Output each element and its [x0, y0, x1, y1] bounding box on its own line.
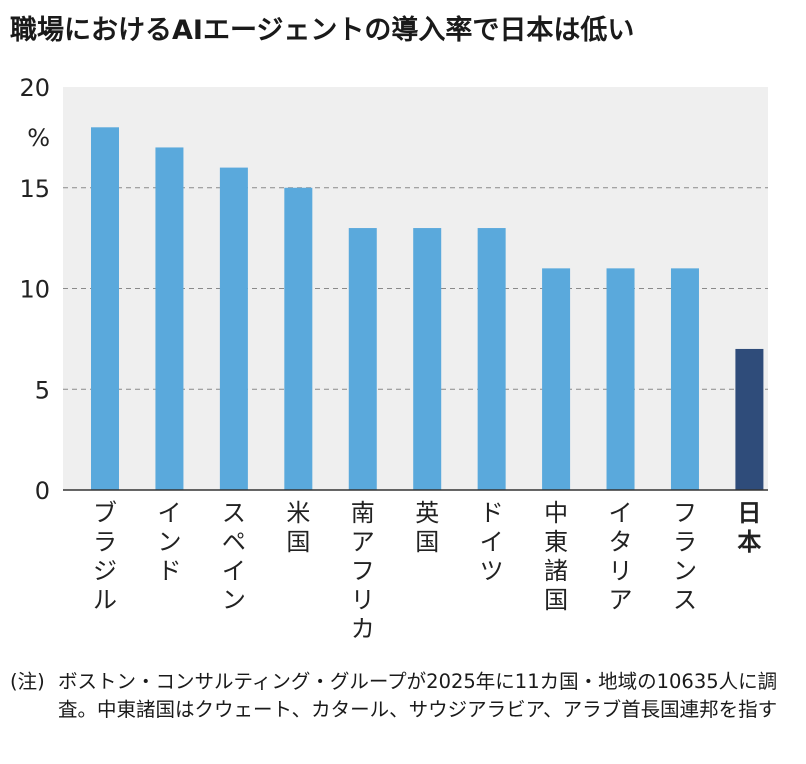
- y-tick-label: 5: [35, 376, 50, 404]
- bar-7: [542, 268, 571, 490]
- bar-2: [219, 167, 248, 490]
- x-tick-label: 日本: [737, 499, 761, 556]
- bar-4: [348, 228, 377, 491]
- x-tick-label: ドイツ: [480, 499, 504, 585]
- x-tick-label: ブラジル: [93, 499, 117, 614]
- y-tick-label: 20: [19, 74, 50, 102]
- y-tick-label: 0: [35, 477, 50, 505]
- footnote: (注) ボストン・コンサルティング・グループが2025年に11カ国・地域の106…: [10, 668, 800, 724]
- chart-title: 職場におけるAIエージェントの導入率で日本は低い: [10, 15, 635, 46]
- x-tick-label: イタリア: [609, 499, 633, 614]
- y-unit-label: %: [27, 124, 50, 152]
- x-tick-label: 南アフリカ: [351, 499, 375, 643]
- y-tick-label: 10: [19, 276, 50, 304]
- bar-chart: 0 5 10 15 20% ブラジル インド スペイン 米国 南アフリカ 英国 ドイツ 中東諸国 イタリ…: [19, 74, 768, 643]
- bar-3: [284, 187, 313, 490]
- bar-1: [155, 147, 184, 490]
- x-tick-label: インド: [157, 499, 181, 585]
- x-tick-label: スペイン: [222, 499, 246, 614]
- footnote-mark: (注): [10, 670, 45, 693]
- bar-0: [91, 127, 119, 491]
- bar-10: [735, 348, 764, 490]
- bar-5: [413, 228, 442, 491]
- bar-9: [670, 268, 699, 490]
- bar-6: [477, 228, 506, 491]
- x-tick-label: 中東諸国: [544, 499, 568, 614]
- footnote-text: ボストン・コンサルティング・グループが2025年に11カ国・地域の10635人に…: [58, 670, 778, 721]
- bar-8: [606, 268, 635, 490]
- x-tick-label: 米国: [286, 499, 310, 556]
- x-tick-label: 英国: [415, 499, 439, 556]
- y-tick-label: 15: [19, 175, 50, 203]
- x-tick-label: フランス: [673, 499, 697, 614]
